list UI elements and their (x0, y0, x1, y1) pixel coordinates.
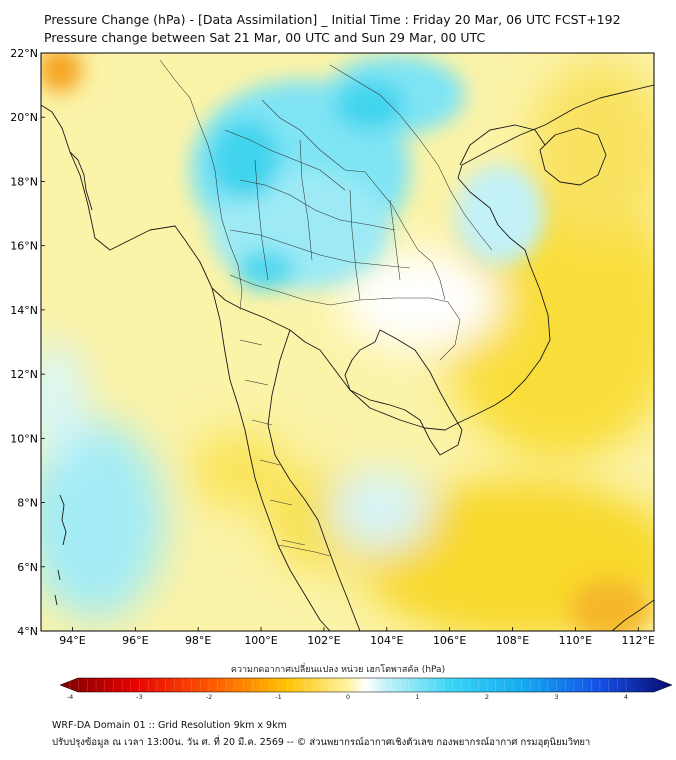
lat-tick-label: 20°N (10, 111, 38, 124)
coastlines (41, 84, 654, 631)
footer-domain-info: WRF-DA Domain 01 :: Grid Resolution 9km … (52, 720, 287, 731)
colorbar-tick-label: 3 (554, 693, 558, 701)
lon-tick-label: 100°E (244, 634, 277, 647)
lat-tick-label: 16°N (10, 240, 38, 253)
field-yellow-northeast (530, 60, 654, 240)
cambodia-vietnam-coast (344, 329, 463, 456)
colorbar-tick-label: 4 (624, 693, 628, 701)
lat-tick-label: 4°N (17, 625, 38, 638)
malay-peninsula-east-coast (267, 329, 361, 631)
nicobar-islands (54, 569, 61, 606)
hainan-island (539, 127, 607, 186)
colorbar: -4 -3 -2 -1 0 1 2 3 4 (59, 677, 673, 701)
plot-frame (40, 52, 655, 632)
colorbar-tick-label: -3 (136, 693, 142, 701)
field-pale-west (41, 340, 85, 460)
laos-vietnam-border (329, 64, 493, 251)
footer-credit: ปรับปรุงข้อมูล ณ เวลา 13:00น. วัน ศ. ที่… (52, 737, 591, 748)
lat-tick-label: 12°N (10, 368, 38, 381)
malay-peninsula-west-coast (211, 287, 331, 631)
lon-tick-label: 108°E (496, 634, 529, 647)
field-cyan-core3 (235, 250, 295, 290)
gulf-of-tonkin-coast (459, 124, 546, 166)
field-yellow-andaman (190, 430, 290, 510)
colorbar-tick-label: -1 (275, 693, 281, 701)
thailand-myanmar-border (159, 59, 243, 311)
lat-tick-label: 22°N (10, 47, 38, 60)
mainland-coast (41, 84, 654, 431)
lat-tick-label: 14°N (10, 304, 38, 317)
field-cyan-laos (455, 165, 545, 265)
lat-tick-label: 6°N (17, 561, 38, 574)
colorbar-tick-label: 0 (346, 693, 350, 701)
lon-tick-label: 106°E (433, 634, 466, 647)
field-white-cambodia (340, 250, 500, 350)
field-orange-nw (41, 53, 82, 92)
lon-tick-label: 110°E (559, 634, 592, 647)
lon-tick-label: 102°E (307, 634, 340, 647)
lon-tick-label: 98°E (185, 634, 211, 647)
lon-tick-label: 94°E (59, 634, 85, 647)
thai-provinces-north (224, 129, 411, 269)
malaysia-thailand-border (277, 544, 331, 557)
longitude-axis: 94°E 96°E 98°E 100°E 102°E 104°E 106°E 108°E 110… (59, 627, 655, 647)
myanmar-coast-detail (69, 151, 93, 211)
lon-tick-label: 96°E (122, 634, 148, 647)
thailand-laos-border (261, 99, 446, 301)
colorbar-tick-label: -4 (67, 693, 73, 701)
pressure-field (41, 53, 654, 631)
admin-borders (159, 59, 493, 557)
lat-tick-label: 10°N (10, 432, 38, 445)
thai-provinces-south (239, 339, 306, 546)
thai-provinces-central (229, 139, 401, 306)
colorbar-tick-label: 1 (415, 693, 419, 701)
lat-tick-label: 8°N (17, 497, 38, 510)
lat-tick-label: 18°N (10, 175, 38, 188)
colorbar-tick-label: 2 (485, 693, 489, 701)
colorbar-ramp (59, 677, 673, 693)
chart-subtitle: Pressure change between Sat 21 Mar, 00 U… (44, 30, 486, 45)
field-cyan-core2 (335, 80, 405, 130)
field-orange-se (570, 580, 650, 631)
borneo-coast (611, 599, 654, 631)
field-cyan-core1 (210, 120, 280, 200)
andaman-islands (59, 494, 67, 546)
field-pale-gulf (330, 470, 430, 550)
colorbar-ticks: -4 -3 -2 -1 0 1 2 3 4 (67, 679, 628, 701)
field-cyan-west (41, 420, 165, 620)
cambodia-border (329, 297, 461, 361)
lon-tick-label: 112°E (622, 634, 655, 647)
chart-title: Pressure Change (hPa) - [Data Assimilati… (44, 12, 621, 27)
colorbar-tick-label: -2 (206, 693, 212, 701)
lon-tick-label: 104°E (370, 634, 403, 647)
latitude-axis: 22°N 20°N 18°N 16°N 14°N 12°N 10°N 8°N 6°N 4°N (10, 47, 45, 638)
colorbar-label: ความกดอากาศเปลี่ยนแปลง หน่วย เฮกโตพาสคัล… (230, 665, 446, 675)
